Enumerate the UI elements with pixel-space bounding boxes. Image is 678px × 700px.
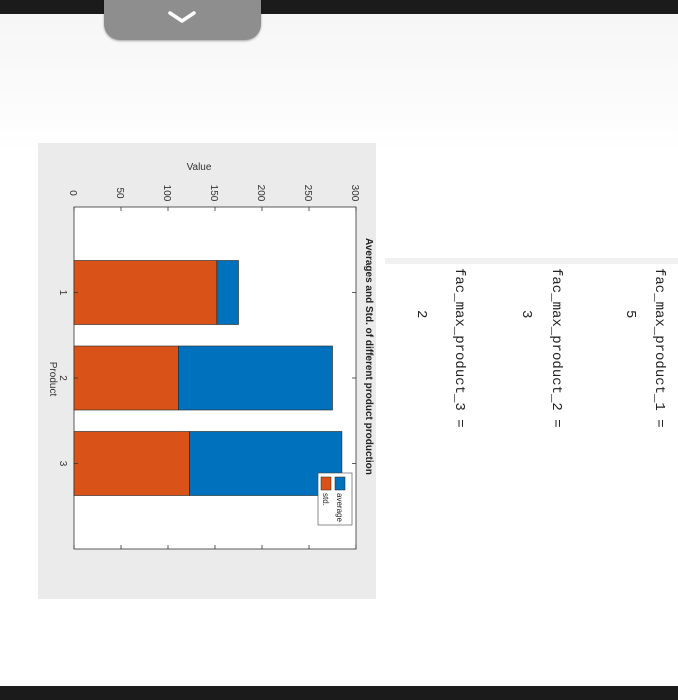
y-tick-label: 200 (255, 185, 266, 202)
background-haze (0, 14, 678, 154)
chart-title: Averages and Std. of different product p… (363, 238, 374, 475)
legend-label-average: average (335, 493, 344, 522)
bottom-frame-bar (0, 686, 678, 700)
bar-chart: 0 50 100 150 200 250 300 1 2 3 Averages and Std.… (47, 162, 374, 550)
fac_max_product_2-value: 3 (518, 310, 534, 319)
fac_max_product_3-value: 2 (413, 310, 429, 319)
y-tick-label: 300 (349, 185, 360, 202)
y-tick-label: 50 (114, 187, 125, 199)
fac_max_product_1-value: 5 (622, 310, 638, 319)
legend-swatch-std (320, 476, 332, 491)
bar-std-3 (73, 431, 190, 496)
command-window: fac_max_product_1 = 5 fac_max_product_2 = 3… (380, 258, 678, 558)
y-tick-label: 250 (302, 185, 313, 202)
matlab-figure: 0 50 100 150 200 250 300 1 2 3 Averages and Std.… (38, 143, 376, 599)
top-frame-bar (0, 0, 678, 14)
fac_max_product_2-label: fac_max_product_2 = (548, 268, 564, 428)
bar-std-1 (73, 260, 218, 325)
y-tick-label: 0 (67, 190, 78, 196)
y-tick-label: 150 (208, 185, 219, 202)
fac_max_product_1-label: fac_max_product_1 = (651, 268, 667, 428)
collapse-tab-button[interactable] (104, 0, 261, 40)
y-axis-label: Value (187, 162, 212, 173)
legend-label-std: std. (321, 493, 330, 506)
fac_max_product_3-label: fac_max_product_3 = (451, 268, 467, 428)
console-divider (385, 258, 678, 264)
x-tick-label: 1 (57, 290, 68, 296)
bar-average-1 (216, 260, 239, 325)
chart-legend: average std. (317, 472, 353, 526)
bar-average-3 (189, 431, 343, 496)
chevron-down-icon (168, 11, 196, 23)
bar-std-2 (73, 345, 179, 411)
x-tick-label: 2 (57, 375, 68, 381)
y-tick-label: 100 (161, 185, 172, 202)
bar-average-2 (178, 345, 333, 411)
x-axis-label: Product (47, 362, 58, 397)
x-tick-label: 3 (57, 461, 68, 467)
legend-swatch-average (334, 476, 346, 491)
